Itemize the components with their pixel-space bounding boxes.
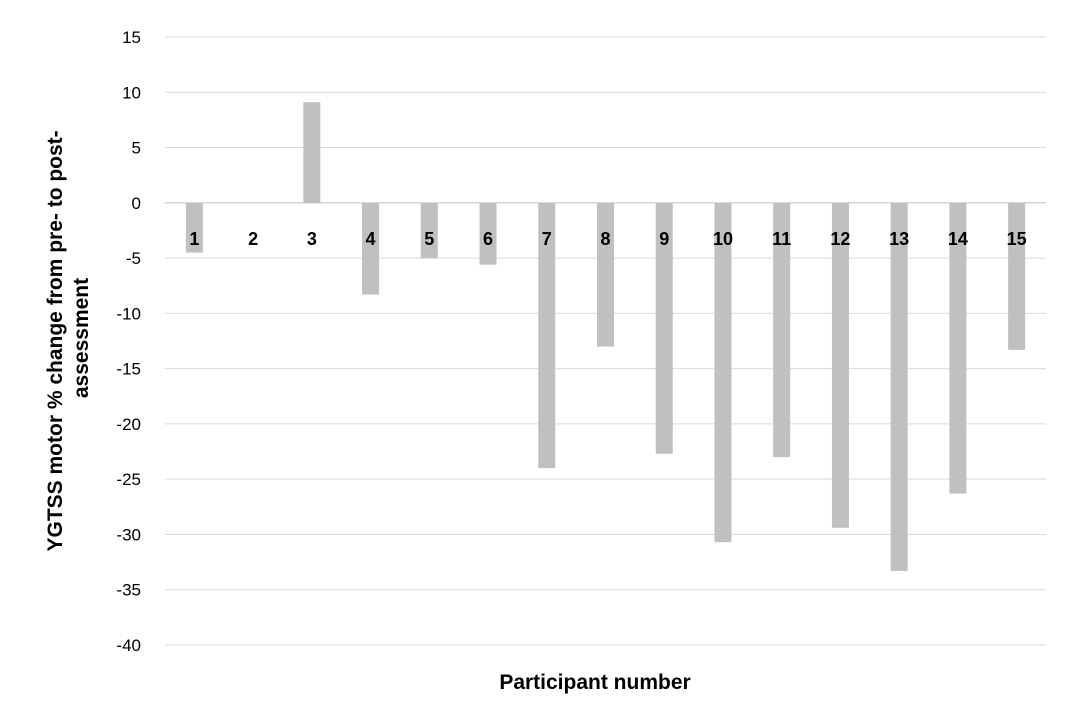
y-tick-label: -30 [116,525,141,544]
bar-participant-9 [655,202,673,454]
bar-participant-6 [479,202,497,265]
bar-participant-5 [420,202,438,259]
x-category-label: 13 [889,229,909,249]
x-category-label: 5 [424,229,434,249]
x-category-label: 4 [366,229,376,249]
y-axis-title-line-2: assessment [70,278,93,398]
x-category-label: 6 [483,229,493,249]
bar-participant-10 [714,202,732,543]
y-axis-title-line-1: YGTSS motor % change from pre- to post- [44,130,67,551]
x-axis-title: Participant number [499,671,690,694]
y-tick-label: -15 [116,360,141,379]
y-tick-label: 10 [122,83,141,102]
bar-participant-3 [303,102,321,203]
y-tick-label: -40 [116,636,141,655]
bar-participant-11 [773,202,791,458]
y-tick-label: -10 [116,304,141,323]
y-tick-label: 15 [122,28,141,47]
x-category-label: 12 [830,229,850,249]
x-axis-categories: 1 2 3 4 5 6 7 8 9 10 11 12 13 14 15 [189,229,1026,249]
x-category-label: 2 [248,229,258,249]
bar-participant-8 [597,202,614,347]
bar-participant-7 [538,202,556,469]
bar-participant-14 [949,202,967,494]
bar-participant-1 [185,202,203,253]
x-category-label: 11 [772,229,791,249]
bar-participant-12 [831,202,849,528]
y-tick-label: 0 [132,194,141,213]
y-tick-label: -25 [116,470,141,489]
x-category-label: 15 [1007,229,1027,249]
bar-participant-15 [1008,202,1026,350]
x-category-label: 9 [659,229,669,249]
y-tick-label: -35 [116,581,141,600]
x-category-label: 1 [189,229,199,249]
x-category-label: 3 [307,229,317,249]
y-axis-title: YGTSS motor % change from pre- to post- … [44,124,93,551]
x-category-label: 10 [713,229,733,249]
x-category-label: 14 [948,229,968,249]
bars [185,102,1026,571]
x-category-label: 7 [542,229,552,249]
y-tick-label: -5 [126,249,141,268]
bar-participant-13 [890,202,908,571]
x-category-label: 8 [600,229,610,249]
bar-participant-4 [362,202,380,295]
y-tick-label: 5 [132,139,141,158]
y-axis-ticks: 15 10 5 0 -5 -10 -15 -20 -25 -30 -35 -40 [116,28,141,655]
y-tick-label: -20 [116,415,141,434]
